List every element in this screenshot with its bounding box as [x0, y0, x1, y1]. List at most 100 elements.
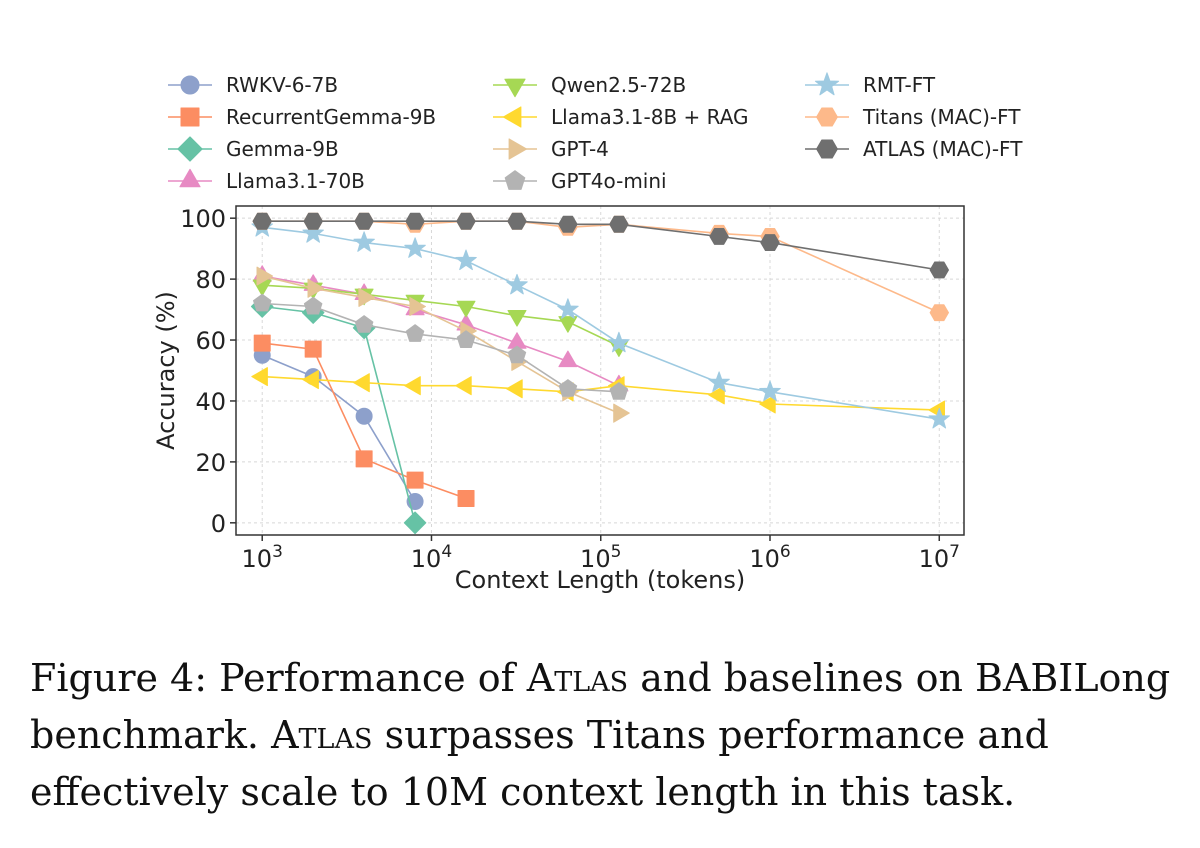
- data-point: [355, 450, 373, 468]
- data-point: [304, 340, 322, 358]
- data-point: [355, 407, 373, 425]
- x-tick-exponent: 7: [949, 542, 960, 562]
- x-tick-label: 106: [749, 542, 790, 573]
- data-point: [455, 376, 472, 396]
- data-point: [455, 249, 477, 271]
- legend-marker: [816, 139, 838, 159]
- data-point: [506, 379, 523, 399]
- data-point: [507, 310, 527, 327]
- data-point: [302, 370, 319, 390]
- data-point: [759, 394, 776, 414]
- data-point: [354, 315, 374, 333]
- data-point: [929, 261, 949, 279]
- legend-label: Llama3.1-8B + RAG: [551, 105, 749, 129]
- series-line: [262, 302, 619, 393]
- data-point: [307, 278, 325, 298]
- data-point: [558, 350, 578, 368]
- legend-item: GPT4o-mini: [493, 169, 667, 193]
- x-tick-label: 107: [919, 542, 960, 573]
- data-point: [252, 212, 272, 230]
- data-point: [609, 382, 629, 400]
- data-point: [353, 231, 375, 252]
- data-point: [558, 316, 578, 333]
- x-tick-base: 10: [749, 545, 780, 573]
- series-atlas-mac-ft: [252, 212, 949, 279]
- legend-marker: [814, 72, 840, 96]
- caption-suffix: surpasses Titans performance and effecti…: [30, 713, 1049, 814]
- caption-model-name-2: Atlas: [271, 713, 373, 757]
- data-point: [251, 367, 268, 387]
- grid: [236, 206, 964, 535]
- data-point: [760, 234, 780, 251]
- series-rmt-ft: [251, 216, 950, 429]
- data-point: [708, 371, 730, 392]
- x-tick-exponent: 4: [441, 542, 452, 562]
- data-point: [403, 511, 427, 535]
- legend-label: Gemma-9B: [226, 137, 339, 161]
- legend: RWKV-6-7B RecurrentGemma-9B Gemma-9B Llama3…: [168, 72, 1023, 193]
- data-point: [759, 380, 781, 402]
- caption-prefix: Figure 4: Performance of: [30, 656, 527, 700]
- figure-caption: Figure 4: Performance of Atlas and basel…: [30, 650, 1180, 821]
- legend-marker: [816, 107, 838, 127]
- legend-item: Qwen2.5-72B: [493, 73, 686, 98]
- data-point: [457, 489, 475, 507]
- legend-label: Titans (MAC)-FT: [862, 105, 1021, 129]
- data-point: [708, 385, 725, 405]
- x-tick-base: 10: [411, 545, 442, 573]
- data-point: [404, 376, 421, 396]
- series-rwkv-6-7b: [253, 346, 424, 510]
- data-point: [409, 297, 426, 316]
- data-point: [302, 222, 324, 243]
- data-point: [303, 296, 323, 315]
- data-point: [928, 407, 950, 429]
- caption-middle: and baselines on BABILong benchmark.: [30, 656, 1171, 757]
- x-tick-label: 104: [411, 542, 452, 573]
- y-axis-title: Accuracy (%): [152, 291, 180, 450]
- x-tick-exponent: 5: [611, 542, 622, 562]
- legend-marker: [504, 78, 526, 98]
- plot-frame: [235, 205, 965, 536]
- legend-item: ATLAS (MAC)-FT: [805, 137, 1023, 161]
- legend-marker: [179, 168, 201, 188]
- legend-label: RMT-FT: [863, 73, 936, 97]
- legend-marker: [180, 107, 200, 127]
- series-line: [262, 305, 416, 524]
- y-tick-label: 20: [195, 449, 226, 477]
- legend-label: GPT-4: [551, 137, 609, 161]
- data-point: [558, 379, 578, 397]
- legend-item: RMT-FT: [805, 72, 936, 97]
- legend-item: Llama3.1-8B + RAG: [493, 105, 749, 129]
- legend-item: Gemma-9B: [168, 136, 339, 162]
- data-point: [506, 273, 528, 295]
- data-point: [303, 212, 323, 230]
- legend-marker: [508, 138, 528, 160]
- data-point: [405, 212, 425, 230]
- legend-item: RecurrentGemma-9B: [168, 105, 436, 129]
- legend-marker: [502, 106, 522, 128]
- data-point: [253, 293, 272, 312]
- x-tick-label: 105: [580, 542, 621, 573]
- caption-model-name: Atlas: [526, 656, 629, 700]
- legend-label: RecurrentGemma-9B: [226, 105, 436, 129]
- data-point: [405, 324, 425, 342]
- x-axis-title: Context Length (tokens): [455, 566, 745, 594]
- data-point: [456, 300, 476, 318]
- data-point: [929, 304, 949, 322]
- y-tick-label: 80: [195, 266, 226, 294]
- legend-label: Llama3.1-70B: [226, 169, 365, 193]
- data-point: [253, 334, 271, 352]
- x-tick-base: 10: [580, 545, 611, 573]
- legend-marker: [180, 75, 200, 95]
- data-point: [613, 403, 630, 423]
- data-point: [353, 373, 370, 393]
- data-point: [406, 471, 424, 489]
- legend-marker: [504, 170, 526, 190]
- series-recurrentgemma-9b: [253, 334, 475, 507]
- x-tick-base: 10: [919, 545, 950, 573]
- data-point: [456, 330, 476, 348]
- y-tick-label: 0: [211, 510, 226, 538]
- legend-label: GPT4o-mini: [551, 169, 667, 193]
- legend-label: RWKV-6-7B: [226, 73, 338, 97]
